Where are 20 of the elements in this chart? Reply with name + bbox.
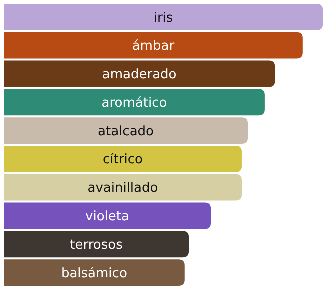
bar xyxy=(4,260,185,286)
bar xyxy=(4,146,242,172)
y-tick-label: balsámico xyxy=(61,266,128,282)
y-tick-label: cítrico xyxy=(103,152,143,168)
y-tick-label: aromático xyxy=(102,96,168,111)
y-tick-label: avainillado xyxy=(88,181,158,196)
bar xyxy=(4,118,248,144)
bar xyxy=(4,174,242,201)
bar xyxy=(4,89,265,116)
bar xyxy=(4,32,303,59)
bar xyxy=(4,202,212,230)
bar xyxy=(4,60,276,88)
y-tick-label: terrosos xyxy=(70,238,124,253)
y-tick-label: ámbar xyxy=(132,39,176,54)
y-tick-label: violeta xyxy=(86,210,130,225)
y-tick-label: iris xyxy=(154,10,174,26)
y-tick-label: atalcado xyxy=(98,124,154,140)
y-tick-label: amaderado xyxy=(102,68,177,83)
bar xyxy=(4,4,323,30)
bar xyxy=(4,231,190,258)
